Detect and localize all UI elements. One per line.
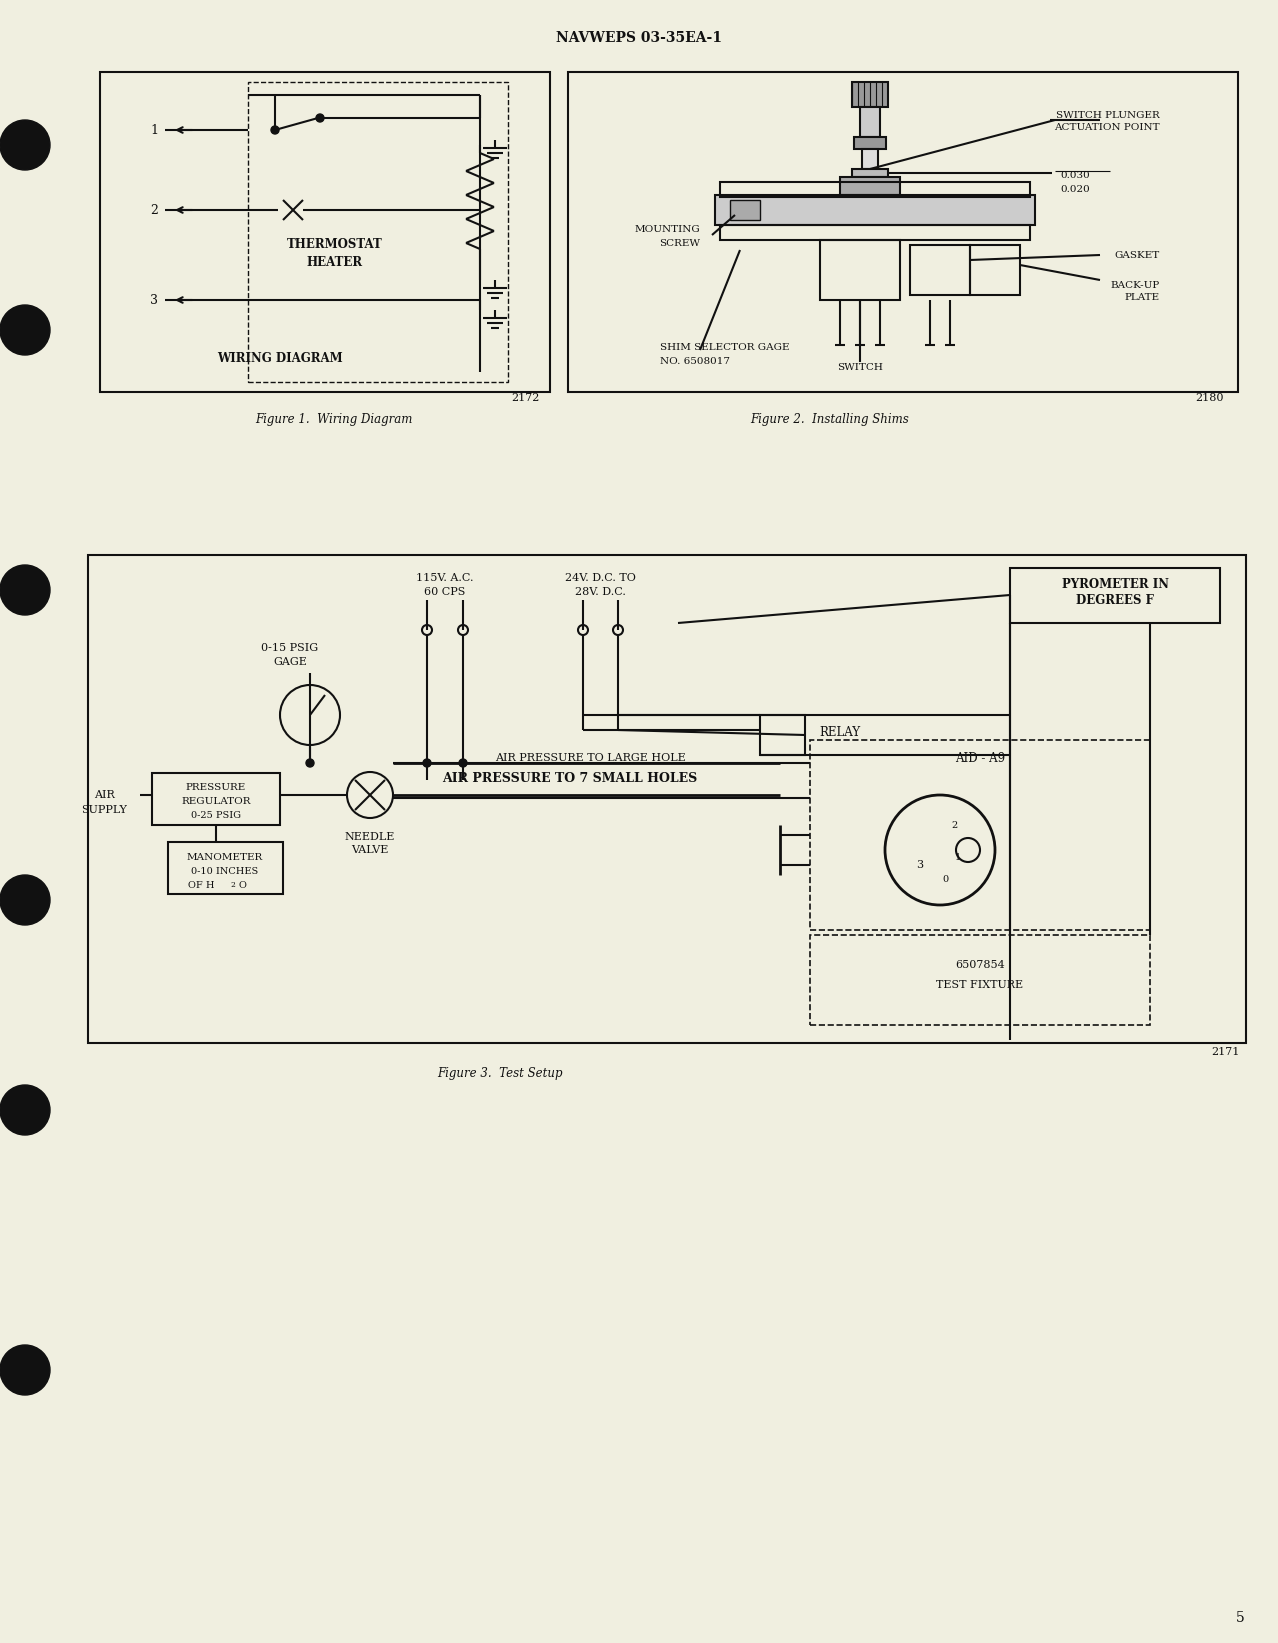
Bar: [567, 72, 1238, 393]
Text: 28V. D.C.: 28V. D.C.: [575, 587, 625, 596]
Text: 2: 2: [952, 820, 958, 830]
Circle shape: [0, 1084, 50, 1135]
Bar: [760, 715, 805, 756]
Text: OF H: OF H: [188, 881, 215, 889]
Circle shape: [0, 306, 50, 355]
Text: 24V. D.C. TO: 24V. D.C. TO: [565, 573, 635, 583]
Circle shape: [0, 1346, 50, 1395]
Bar: [852, 82, 888, 107]
Text: AIR: AIR: [93, 790, 114, 800]
Text: BACK-UP: BACK-UP: [1111, 281, 1160, 289]
Circle shape: [423, 759, 431, 767]
Text: 6507854: 6507854: [955, 960, 1005, 969]
Text: MANOMETER: MANOMETER: [187, 853, 263, 861]
Bar: [810, 935, 1150, 1025]
Bar: [840, 177, 900, 196]
Text: NAVWEPS 03-35EA-1: NAVWEPS 03-35EA-1: [556, 31, 722, 44]
Text: SWITCH PLUNGER: SWITCH PLUNGER: [1056, 110, 1160, 120]
Bar: [720, 225, 1030, 240]
Bar: [100, 72, 550, 393]
Text: HEATER: HEATER: [307, 256, 363, 269]
Circle shape: [459, 759, 466, 767]
Text: REGULATOR: REGULATOR: [181, 797, 250, 805]
Text: VALVE: VALVE: [351, 845, 389, 854]
Text: 1: 1: [955, 853, 961, 863]
Bar: [854, 136, 886, 150]
Text: 115V. A.C.: 115V. A.C.: [417, 573, 474, 583]
Text: WIRING DIAGRAM: WIRING DIAGRAM: [217, 352, 343, 365]
Text: 0-15 PSIG: 0-15 PSIG: [262, 642, 318, 652]
Text: MOUNTING: MOUNTING: [634, 225, 700, 235]
Bar: [910, 245, 970, 296]
Bar: [730, 200, 760, 220]
Circle shape: [305, 759, 314, 767]
Bar: [248, 82, 507, 383]
Bar: [860, 107, 881, 136]
Text: 5: 5: [1236, 1612, 1245, 1625]
Text: 1: 1: [150, 123, 158, 136]
Text: SCREW: SCREW: [659, 238, 700, 248]
Text: SWITCH: SWITCH: [837, 363, 883, 373]
Bar: [88, 555, 1246, 1043]
Text: PYROMETER IN: PYROMETER IN: [1062, 578, 1168, 591]
Text: SUPPLY: SUPPLY: [81, 805, 127, 815]
Text: NO. 6508017: NO. 6508017: [659, 358, 730, 366]
Bar: [861, 150, 878, 169]
Text: 0-25 PSIG: 0-25 PSIG: [190, 812, 242, 820]
Text: ACTUATION POINT: ACTUATION POINT: [1054, 123, 1160, 133]
Bar: [152, 772, 280, 825]
Text: 60 CPS: 60 CPS: [424, 587, 465, 596]
Bar: [714, 196, 1035, 225]
Text: 2180: 2180: [1196, 393, 1224, 403]
Text: AIR PRESSURE TO LARGE HOLE: AIR PRESSURE TO LARGE HOLE: [495, 752, 685, 762]
Circle shape: [0, 565, 50, 614]
Text: AID - A9: AID - A9: [955, 751, 1005, 764]
Text: DEGREES F: DEGREES F: [1076, 593, 1154, 606]
Bar: [167, 841, 282, 894]
Text: NEEDLE: NEEDLE: [345, 831, 395, 841]
Bar: [1010, 568, 1220, 623]
Text: TEST FIXTURE: TEST FIXTURE: [937, 979, 1024, 991]
Text: 0-10 INCHES: 0-10 INCHES: [192, 868, 258, 876]
Text: 0.030: 0.030: [1059, 171, 1090, 179]
Text: Figure 2.  Installing Shims: Figure 2. Installing Shims: [750, 414, 909, 427]
Text: 0: 0: [942, 876, 948, 884]
Text: GAGE: GAGE: [273, 657, 307, 667]
Text: Figure 3.  Test Setup: Figure 3. Test Setup: [437, 1066, 562, 1079]
Text: AIR PRESSURE TO 7 SMALL HOLES: AIR PRESSURE TO 7 SMALL HOLES: [442, 772, 698, 784]
Text: 2: 2: [230, 881, 235, 889]
Text: RELAY: RELAY: [819, 726, 860, 739]
Circle shape: [0, 120, 50, 169]
Text: THERMOSTAT: THERMOSTAT: [288, 238, 383, 251]
Text: 2172: 2172: [511, 393, 539, 403]
Bar: [810, 739, 1150, 930]
Bar: [970, 245, 1020, 296]
Text: O: O: [238, 881, 245, 889]
Text: 0.020: 0.020: [1059, 186, 1090, 194]
Bar: [852, 169, 888, 177]
Text: 3: 3: [916, 859, 924, 871]
Circle shape: [0, 876, 50, 925]
Bar: [820, 240, 900, 301]
Text: Figure 1.  Wiring Diagram: Figure 1. Wiring Diagram: [256, 414, 413, 427]
Circle shape: [271, 127, 279, 135]
Bar: [720, 182, 1030, 197]
Text: PRESSURE: PRESSURE: [185, 784, 247, 792]
Text: 2171: 2171: [1210, 1047, 1240, 1056]
Text: PLATE: PLATE: [1125, 294, 1160, 302]
Text: GASKET: GASKET: [1114, 250, 1160, 260]
Text: 2: 2: [150, 204, 158, 217]
Text: SHIM SELECTOR GAGE: SHIM SELECTOR GAGE: [659, 343, 790, 353]
Text: 3: 3: [150, 294, 158, 307]
Circle shape: [316, 113, 325, 122]
